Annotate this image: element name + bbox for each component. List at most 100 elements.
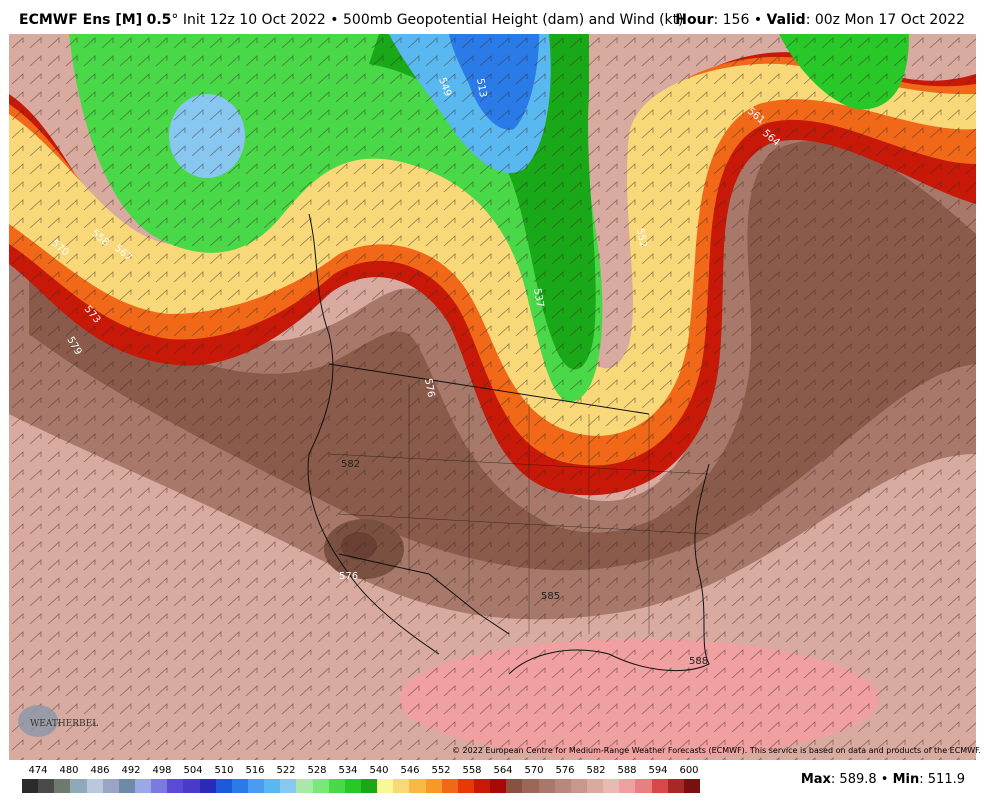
colorbar-swatch (522, 779, 540, 793)
colorbar-swatch (490, 779, 507, 793)
title-separator: • (330, 12, 339, 28)
colorbar-label: 600 (679, 765, 699, 776)
colorbar-swatch (603, 779, 620, 793)
colorbar-swatch (118, 779, 136, 793)
colorbar-swatch (328, 779, 346, 793)
logo-text: WEATHERBELL (30, 719, 98, 729)
degree-symbol: ° (171, 12, 179, 28)
us-canada-border (328, 363, 650, 415)
colorbar-swatch (361, 779, 378, 793)
colorbar-label: 510 (214, 765, 234, 776)
colorbar-swatch (570, 779, 588, 793)
colorbar-swatch (441, 779, 459, 793)
colorbar-label: 564 (493, 765, 513, 776)
colorbar-swatch (296, 779, 314, 793)
colorbar-label: 492 (121, 765, 141, 776)
colorbar-label: 570 (524, 765, 544, 776)
contour-label: 588 (689, 656, 708, 667)
colorbar-label: 486 (90, 765, 110, 776)
colorbar-label: 546 (400, 765, 420, 776)
colorbar-swatch (425, 779, 443, 793)
colorbar-swatch (506, 779, 523, 793)
colorbar-label: 522 (276, 765, 296, 776)
colorbar-swatch (231, 779, 249, 793)
colorbar-label: 582 (586, 765, 606, 776)
colorbar-swatch (344, 779, 362, 793)
colorbar-label: 552 (431, 765, 451, 776)
header: ECMWF Ens [M] 0.5° Init 12z 10 Oct 2022 … (0, 0, 984, 34)
colorbar-swatch (86, 779, 104, 793)
colorbar-swatch (264, 779, 281, 793)
model-name: ECMWF Ens [M] (19, 12, 143, 28)
weatherbell-logo: WEATHERBELL (16, 703, 104, 739)
colorbar-swatch (409, 779, 427, 793)
colorbar-swatch (474, 779, 491, 793)
colorbar-swatch (554, 779, 572, 793)
min-label: Min (892, 772, 920, 787)
colorbar-swatch (70, 779, 88, 793)
colorbar-label: 558 (462, 765, 482, 776)
valid-separator: • (753, 12, 763, 28)
contour-label: 513 (474, 78, 488, 99)
init-time: Init 12z 10 Oct 2022 (182, 12, 326, 28)
colorbar: 474 480 486 492 498 504 510 516 522 528 534 540 546 5… (22, 765, 702, 795)
colorbar-swatch (199, 779, 217, 793)
max-min-stats: Max: 589.8 • Min: 511.9 (801, 772, 965, 787)
colorbar-swatch (587, 779, 604, 793)
colorbar-swatch (102, 779, 120, 793)
colorbar-swatch (54, 779, 71, 793)
colorbar-swatch (38, 779, 55, 793)
map-title: ECMWF Ens [M] 0.5° Init 12z 10 Oct 2022 … (19, 12, 684, 28)
min-value: : 511.9 (919, 772, 965, 787)
colorbar-swatch (22, 779, 39, 793)
wind-barbs (9, 34, 976, 760)
colorbar-swatch (667, 779, 685, 793)
colorbar-label: 528 (307, 765, 327, 776)
colorbar-label: 588 (617, 765, 637, 776)
colorbar-label: 516 (245, 765, 265, 776)
coastline-east (508, 463, 710, 675)
colorbar-label: 594 (648, 765, 668, 776)
field-name: 500mb Geopotential Height (dam) and Wind… (343, 12, 684, 28)
colorbar-label: 534 (338, 765, 358, 776)
colorbar-label: 498 (152, 765, 172, 776)
state-lines (328, 384, 710, 634)
valid-label: Valid (766, 12, 806, 28)
model-resolution: 0.5 (146, 12, 172, 28)
colorbar-swatch (280, 779, 297, 793)
colorbar-swatch (457, 779, 475, 793)
colorbar-label: 474 (28, 765, 48, 776)
us-mexico-border (338, 553, 510, 635)
colorbar-swatch (538, 779, 556, 793)
weather-map: 513 549 561 564 570 558 567 573 576 579 … (9, 34, 976, 760)
colorbar-swatch (215, 779, 233, 793)
colorbar-swatch (377, 779, 394, 793)
copyright-text: © 2022 European Centre for Medium-Range … (452, 746, 981, 755)
colorbar-swatch (651, 779, 669, 793)
colorbar-label: 540 (369, 765, 389, 776)
contour-label: 576 (422, 378, 436, 399)
colorbar-swatch (312, 779, 330, 793)
colorbar-swatch (683, 779, 701, 793)
max-label: Max (800, 772, 831, 787)
colorbar-swatch (167, 779, 184, 793)
colorbar-swatch (183, 779, 201, 793)
coastline-west (307, 213, 440, 655)
colorbar-swatch (151, 779, 168, 793)
colorbar-swatch (135, 779, 152, 793)
contour-label: 576 (339, 571, 358, 582)
stats-separator: • (880, 772, 889, 787)
contour-label: 582 (341, 459, 360, 470)
colorbar-swatch (393, 779, 410, 793)
colorbar-label: 576 (555, 765, 575, 776)
hour-value: : 156 (713, 12, 750, 28)
colorbar-swatch (248, 779, 265, 793)
valid-value: : 00z Mon 17 Oct 2022 (805, 12, 965, 28)
valid-time-info: Hour: 156 • Valid: 00z Mon 17 Oct 2022 (675, 12, 965, 28)
contour-label: 585 (541, 591, 560, 602)
colorbar-label: 504 (183, 765, 203, 776)
hour-label: Hour (675, 12, 714, 28)
colorbar-label: 480 (59, 765, 79, 776)
contour-label: 537 (531, 288, 545, 309)
contour-label: 552 (634, 228, 648, 249)
